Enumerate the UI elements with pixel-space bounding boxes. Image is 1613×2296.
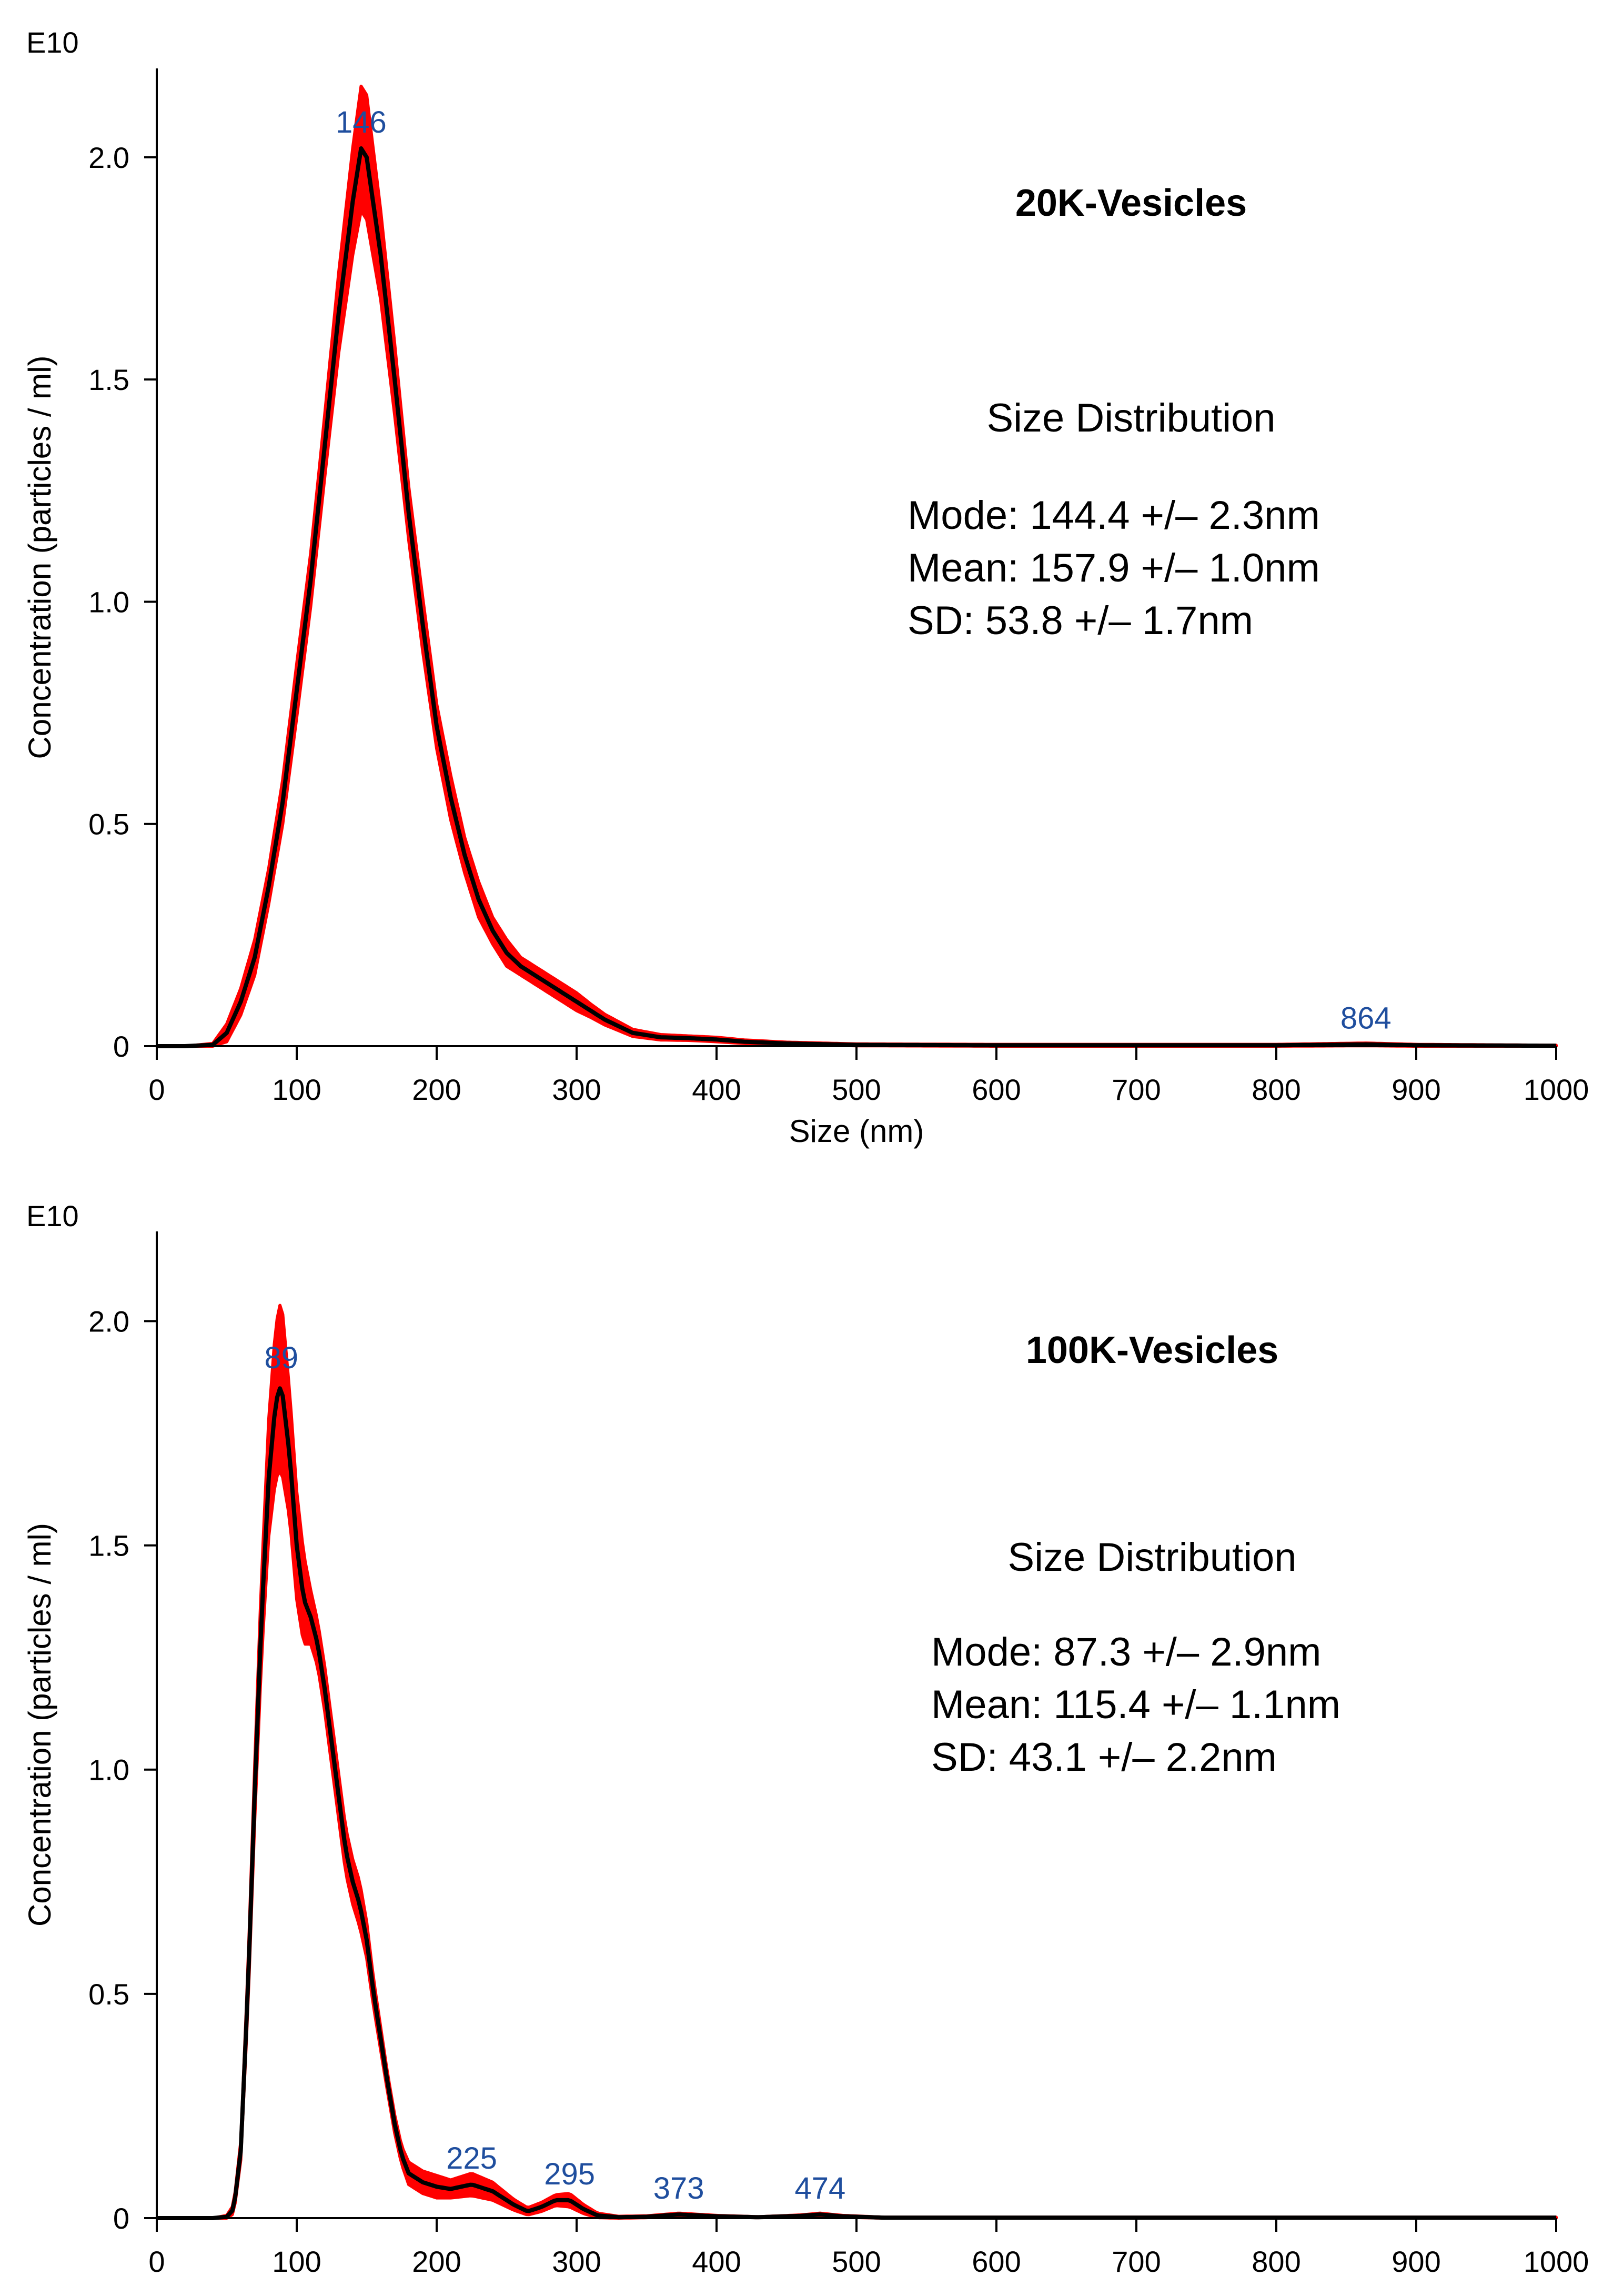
x-tick-label: 1000 [1524, 1073, 1589, 1106]
x-axis-title: Size (nm) [789, 1114, 924, 1149]
y-tick-label: 1.5 [88, 1529, 129, 1562]
y-exponent-label: E10 [26, 26, 79, 59]
y-tick-label: 0.5 [88, 1978, 129, 2011]
stats-line: SD: 43.1 +/– 2.2nm [931, 1735, 1277, 1780]
x-tick-label: 0 [148, 2245, 165, 2278]
x-tick-label: 900 [1392, 2245, 1440, 2278]
y-exponent-label: E10 [26, 1199, 79, 1232]
error-band [155, 84, 1558, 1048]
x-tick-label: 800 [1252, 1073, 1301, 1106]
y-tick-label: 0.5 [88, 808, 129, 841]
y-tick-label: 1.0 [88, 1753, 129, 1787]
x-tick-label: 100 [272, 2245, 321, 2278]
peak-label: 373 [653, 2171, 704, 2205]
panel-20k-vesicles: 0 100 200 300 400 500 600 700 800 900 1000 0 0.5 1.0 1… [22, 26, 1589, 1149]
peak-label: 864 [1340, 1001, 1392, 1036]
x-tick-label: 800 [1252, 2245, 1301, 2278]
x-tick-label: 300 [552, 1073, 601, 1106]
y-tick-label: 0 [113, 1030, 129, 1063]
chart-title: 100K-Vesicles [1026, 1329, 1278, 1371]
x-tick-label: 400 [692, 1073, 741, 1106]
x-tick-label: 100 [272, 1073, 321, 1106]
x-tick-label: 500 [832, 2245, 881, 2278]
peak-label: 474 [794, 2171, 845, 2205]
stats-heading: Size Distribution [986, 396, 1275, 440]
x-tick-label: 0 [148, 1073, 165, 1106]
x-tick-label: 900 [1392, 1073, 1440, 1106]
mean-concentration-line [157, 146, 1557, 1048]
x-tick-label: 600 [972, 1073, 1021, 1106]
y-tick-label: 1.5 [88, 363, 129, 396]
x-tick-label: 1000 [1524, 2245, 1589, 2278]
stats-line: Mean: 115.4 +/– 1.1nm [931, 1682, 1340, 1727]
stats-line: Mode: 144.4 +/– 2.3nm [908, 493, 1320, 538]
x-tick-label: 200 [412, 2245, 461, 2278]
x-tick-label: 700 [1112, 2245, 1161, 2278]
chart-title: 20K-Vesicles [1015, 182, 1247, 224]
y-tick-label: 2.0 [88, 1305, 129, 1338]
x-tick-label: 600 [972, 2245, 1021, 2278]
x-tick-label: 200 [412, 1073, 461, 1106]
y-axis-title: Concentration (particles / ml) [22, 1523, 57, 1927]
stats-heading: Size Distribution [1007, 1535, 1296, 1580]
y-tick-label: 0 [113, 2202, 129, 2235]
x-tick-label: 300 [552, 2245, 601, 2278]
y-tick-label: 1.0 [88, 585, 129, 618]
stats-line: SD: 53.8 +/– 1.7nm [908, 598, 1253, 643]
peak-label: 225 [446, 2141, 497, 2175]
x-tick-label: 700 [1112, 1073, 1161, 1106]
x-tick-label: 500 [832, 1073, 881, 1106]
stats-line: Mode: 87.3 +/– 2.9nm [931, 1630, 1321, 1675]
panel-100k-vesicles: 0 100 200 300 400 500 600 700 800 900 1000 0 0.5 1.0 1… [22, 1199, 1589, 2278]
peak-label: 295 [544, 2157, 595, 2191]
y-axis-title: Concentration (particles / ml) [22, 356, 57, 759]
y-tick-label: 2.0 [88, 141, 129, 174]
peak-label: 146 [336, 105, 387, 139]
peak-label: 89 [264, 1341, 298, 1375]
mean-concentration-line [157, 1386, 1556, 2220]
x-tick-label: 400 [692, 2245, 741, 2278]
error-band [155, 1304, 1558, 2220]
stats-line: Mean: 157.9 +/– 1.0nm [908, 546, 1320, 590]
